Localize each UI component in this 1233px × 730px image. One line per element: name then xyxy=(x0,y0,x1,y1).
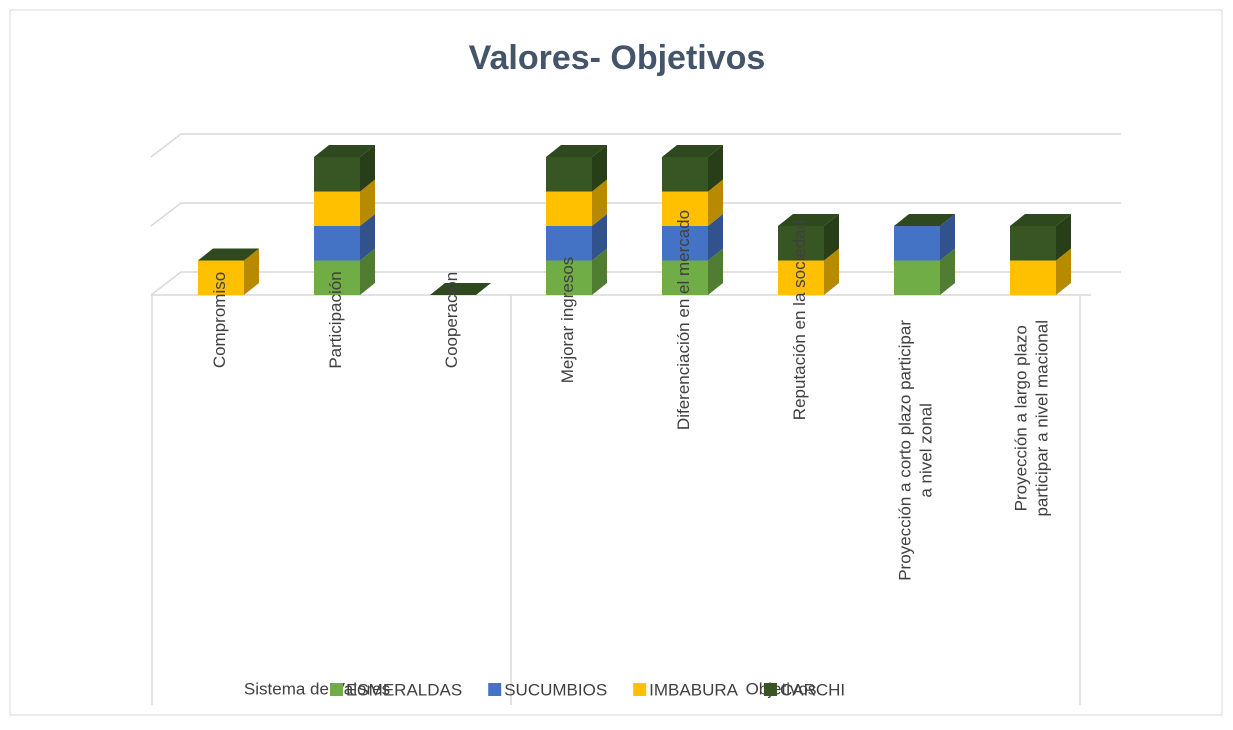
legend: ESMERALDAS SUCUMBIOS IMBABURA CARCHI xyxy=(330,680,845,699)
bar-side xyxy=(940,214,955,261)
x-tick-label: Mejorar ingresos xyxy=(558,257,577,384)
bar-segment xyxy=(894,226,940,261)
group-label: Sistema de Valores xyxy=(244,679,390,698)
bar-segment xyxy=(546,226,592,261)
bar-segment xyxy=(1010,226,1056,261)
bar-side xyxy=(708,145,723,192)
bar-segment xyxy=(662,260,708,295)
bar-top xyxy=(1010,214,1071,226)
bar-side xyxy=(592,248,607,295)
bar-segment xyxy=(198,260,244,295)
bar-top xyxy=(314,145,375,157)
x-tick-label: Reputación en la sociedad xyxy=(790,220,809,420)
legend-label: IMBABURA xyxy=(649,680,738,699)
bar-segment xyxy=(778,260,824,295)
bar-segment xyxy=(314,226,360,261)
x-tick-label: Compromiso xyxy=(210,272,229,368)
group-label: Objetivos xyxy=(746,679,817,698)
bar-side xyxy=(940,248,955,295)
bar-side xyxy=(1056,248,1071,295)
bar-top xyxy=(778,214,839,226)
bar-top xyxy=(662,145,723,157)
bar-side xyxy=(360,214,375,261)
bar-segment xyxy=(778,226,824,261)
bar-side xyxy=(360,179,375,226)
bar-side xyxy=(1056,214,1071,261)
x-tick-label: Proyección a corto plazo participar a niv… xyxy=(896,320,936,581)
legend-swatch xyxy=(330,683,343,696)
bar-side xyxy=(708,214,723,261)
legend-swatch xyxy=(763,683,777,696)
x-tick-label: Cooperación xyxy=(442,272,461,368)
x-tick-label: Diferenciación en el mercado xyxy=(674,210,693,430)
chart-border xyxy=(9,9,1223,716)
legend-label: ESMERALDAS xyxy=(346,680,462,699)
bar-side xyxy=(592,179,607,226)
bar-segment xyxy=(314,191,360,226)
bar-side xyxy=(244,248,259,295)
bar-side xyxy=(824,248,839,295)
bar-side xyxy=(592,214,607,261)
bar-segment xyxy=(314,260,360,295)
bar-segment xyxy=(662,191,708,226)
bar-top xyxy=(894,214,955,226)
bar-segment xyxy=(314,157,360,192)
bar-segment xyxy=(546,191,592,226)
bar-segment xyxy=(546,260,592,295)
bar-top xyxy=(430,283,491,295)
bar-top xyxy=(198,248,259,261)
bar-top xyxy=(546,145,607,157)
bar-side xyxy=(708,179,723,226)
x-tick-label: Proyección a largo plazo participar a niv… xyxy=(1012,320,1052,517)
legend-label: SUCUMBIOS xyxy=(504,680,607,699)
grid-line xyxy=(150,202,1121,227)
x-tick-label: Participación xyxy=(326,271,345,368)
bar-side xyxy=(592,145,607,192)
bar-side xyxy=(360,248,375,295)
bar-segment xyxy=(894,260,940,295)
chart-title: Valores- Objetivos xyxy=(469,39,766,77)
bar-side xyxy=(360,145,375,192)
bar-side xyxy=(708,248,723,295)
bar-segment xyxy=(662,226,708,261)
bar-side xyxy=(824,214,839,261)
grid-line xyxy=(150,133,1121,158)
legend-label: CARCHI xyxy=(780,680,845,699)
legend-swatch xyxy=(633,683,647,696)
bar-segment xyxy=(1010,260,1056,295)
legend-swatch xyxy=(488,683,502,696)
bar-segment xyxy=(546,157,592,192)
bar-segment xyxy=(662,157,708,192)
